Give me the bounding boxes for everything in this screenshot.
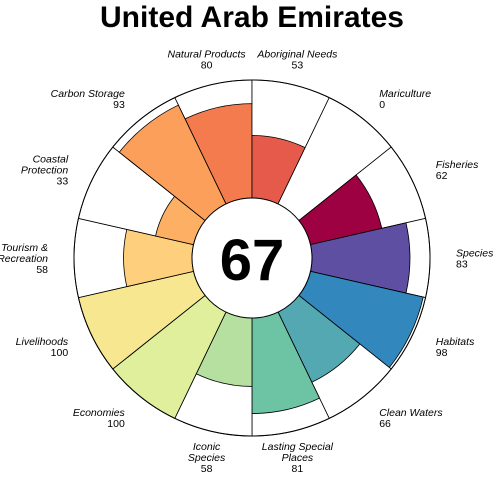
chart-title: United Arab Emirates [100, 1, 404, 34]
petal-label-13-0: Carbon Storage [51, 88, 125, 100]
petal-value-5: 98 [436, 347, 448, 359]
petal-value-7: 81 [292, 463, 304, 475]
center-score: 67 [220, 228, 285, 293]
petal-label-2-0: Mariculture [379, 88, 431, 100]
petal-label-11-1: Recreation [0, 253, 48, 265]
petal-value-6: 66 [379, 418, 391, 430]
petal-value-9: 100 [107, 418, 125, 430]
petal-label-10-0: Livelihoods [16, 336, 69, 348]
petal-label-7-0: Lasting Special [262, 441, 334, 453]
petal-value-10: 100 [51, 347, 69, 359]
petal-value-8: 58 [201, 463, 213, 475]
petal-label-12-0: Coastal [33, 154, 69, 166]
outer-boundary [73, 79, 431, 437]
petal-value-12: 33 [57, 176, 69, 188]
petal-label-8-1: Species [188, 452, 226, 464]
petal-label-7-1: Places [282, 452, 314, 464]
petal-value-2: 0 [379, 99, 385, 111]
petal-label-1-0: Aboriginal Needs [256, 49, 338, 61]
petal-label-6-0: Clean Waters [379, 407, 443, 419]
petal-label-8-0: Iconic [193, 441, 221, 453]
petal-label-0-0: Natural Products [167, 49, 246, 61]
petal-value-4: 83 [456, 259, 468, 271]
petal-value-11: 58 [36, 264, 48, 276]
petal-label-5-0: Habitats [436, 336, 475, 348]
petals-group [73, 79, 431, 437]
center-circle [191, 197, 313, 319]
petal-label-11-0: Tourism & [1, 242, 48, 254]
petal-label-3-0: Fisheries [436, 159, 479, 171]
petal-value-3: 62 [436, 170, 448, 182]
petal-label-12-1: Protection [21, 165, 68, 177]
petal-value-1: 53 [292, 60, 304, 72]
petal-value-0: 80 [201, 60, 213, 72]
petal-label-4-0: Species [456, 248, 494, 260]
petal-label-9-0: Economies [73, 407, 126, 419]
petal-value-13: 93 [113, 99, 125, 111]
